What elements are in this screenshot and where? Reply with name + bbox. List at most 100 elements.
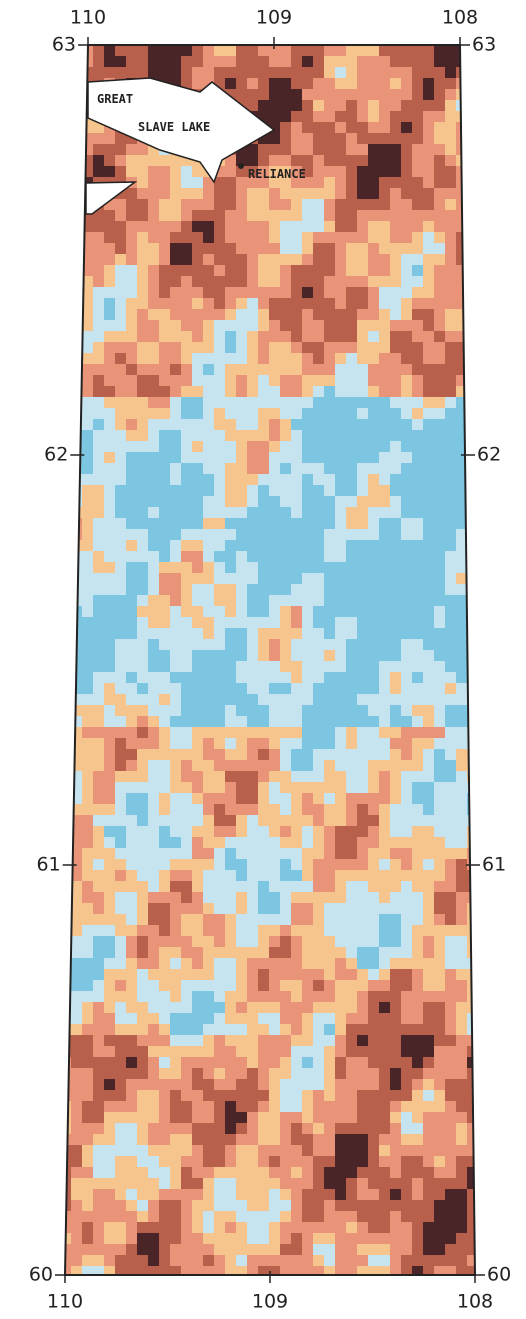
heat-cell	[478, 1024, 490, 1036]
heat-cell	[148, 1189, 160, 1201]
heat-cell	[269, 1057, 281, 1069]
heat-cell	[390, 903, 402, 915]
heat-cell	[170, 958, 182, 970]
heat-cell	[148, 1002, 160, 1014]
heat-cell	[214, 408, 226, 420]
heat-cell	[93, 870, 105, 882]
heat-cell	[214, 56, 226, 68]
heat-cell	[368, 1057, 380, 1069]
heat-cell	[434, 199, 446, 211]
heat-cell	[456, 771, 468, 783]
heat-cell	[412, 166, 424, 178]
heat-cell	[82, 1200, 94, 1212]
heat-cell	[65, 1222, 72, 1234]
heat-cell	[71, 210, 83, 222]
heat-cell	[214, 364, 226, 376]
heat-cell	[192, 628, 204, 640]
heat-cell	[181, 903, 193, 915]
heat-cell	[82, 782, 94, 794]
heat-cell	[126, 1068, 138, 1080]
heat-cell	[181, 980, 193, 992]
heat-cell	[379, 650, 391, 662]
heat-cell	[390, 1167, 402, 1179]
heat-cell	[335, 551, 347, 563]
heat-cell	[93, 1013, 105, 1025]
heat-cell	[291, 716, 303, 728]
heat-cell	[280, 1145, 292, 1157]
heat-cell	[93, 1145, 105, 1157]
heat-cell	[456, 1156, 468, 1168]
heat-cell	[126, 595, 138, 607]
heat-cell	[126, 1233, 138, 1245]
heat-cell	[181, 1211, 193, 1223]
heat-cell	[390, 1244, 402, 1256]
heat-cell	[137, 551, 149, 563]
heat-cell	[225, 683, 237, 695]
heat-cell	[357, 364, 369, 376]
heat-cell	[269, 771, 281, 783]
heat-cell	[313, 496, 325, 508]
heat-cell	[313, 298, 325, 310]
heat-cell	[379, 1178, 391, 1190]
heat-cell	[346, 562, 358, 574]
heat-cell	[313, 727, 325, 739]
heat-cell	[456, 298, 468, 310]
heat-cell	[445, 353, 457, 365]
heat-cell	[82, 419, 94, 431]
heat-cell	[445, 386, 457, 398]
heat-cell	[192, 485, 204, 497]
heat-cell	[401, 991, 413, 1003]
heat-cell	[412, 1123, 424, 1135]
heat-cell	[456, 276, 468, 288]
heat-cell	[379, 1046, 391, 1058]
heat-cell	[181, 1079, 193, 1091]
heat-cell	[401, 1024, 413, 1036]
heat-cell	[357, 782, 369, 794]
x-tick-label: 109	[256, 7, 292, 29]
heat-cell	[324, 210, 336, 222]
heat-cell	[137, 1222, 149, 1234]
heat-cell	[258, 694, 270, 706]
heat-cell	[148, 188, 160, 200]
heat-cell	[434, 760, 446, 772]
heat-cell	[478, 474, 490, 486]
heat-cell	[357, 529, 369, 541]
heat-cell	[313, 617, 325, 629]
heat-cell	[313, 540, 325, 552]
heat-cell	[192, 1255, 204, 1267]
heat-cell	[269, 848, 281, 860]
lake-shape	[87, 77, 276, 184]
heat-cell	[170, 177, 182, 189]
heat-cell	[401, 892, 413, 904]
heat-cell	[412, 496, 424, 508]
heat-cell	[434, 782, 446, 794]
heat-cell	[159, 1222, 171, 1234]
heat-cell	[225, 474, 237, 486]
heat-cell	[148, 628, 160, 640]
heat-cell	[82, 1057, 94, 1069]
heat-cell	[302, 67, 314, 79]
heat-cell	[390, 991, 402, 1003]
heat-cell	[71, 331, 83, 343]
heat-cell	[203, 177, 215, 189]
heat-cell	[335, 958, 347, 970]
heat-cell	[390, 672, 402, 684]
heat-cell	[203, 309, 215, 321]
heat-cell	[65, 276, 72, 288]
heat-cell	[247, 375, 259, 387]
heat-cell	[148, 518, 160, 530]
heat-cell	[335, 122, 347, 134]
heat-cell	[159, 1145, 171, 1157]
heat-cell	[181, 177, 193, 189]
heat-cell	[467, 1178, 475, 1190]
heat-cell	[115, 1101, 127, 1113]
heat-cell	[357, 793, 369, 805]
heat-cell	[412, 386, 424, 398]
heat-cell	[82, 1178, 94, 1190]
heat-cell	[170, 1178, 182, 1190]
heat-cell	[346, 276, 358, 288]
heat-cell	[434, 870, 446, 882]
heat-cell	[478, 155, 490, 167]
heat-cell	[379, 606, 391, 618]
heat-cell	[247, 441, 259, 453]
